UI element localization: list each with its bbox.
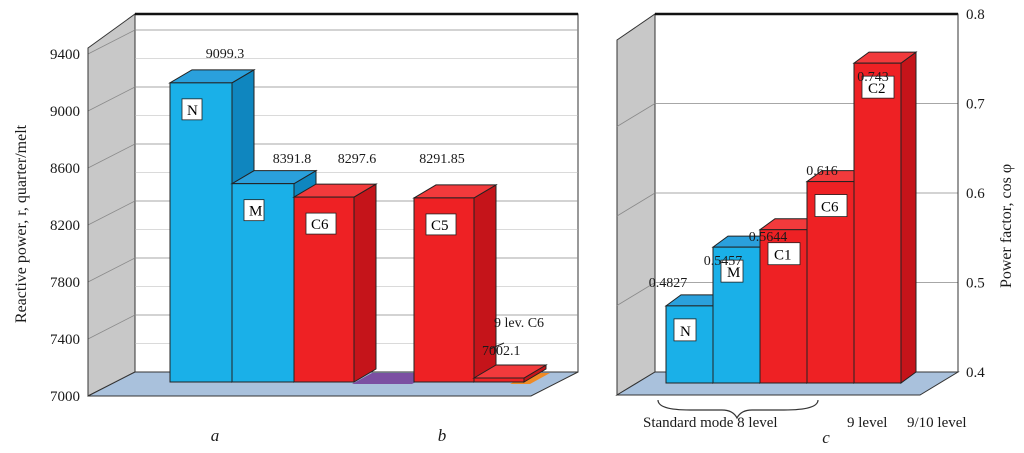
panel-a-label: a bbox=[211, 426, 220, 445]
value-label: 9099.3 bbox=[206, 47, 245, 62]
panel-b-label: b bbox=[438, 426, 447, 445]
right-chart: 0.4 0.5 0.6 0.7 0.8 N 0.4827 M0.5457 C1 0.5644 C6… bbox=[615, 7, 1015, 447]
left-bars: N 9099.3 M 8391.8 C6 8297.6 C5 8291.85 7002.1 bbox=[168, 47, 548, 383]
bar-label-m: M bbox=[727, 265, 740, 281]
left-y-tick-label: 8200 bbox=[50, 218, 80, 234]
bar-label-box bbox=[767, 242, 801, 266]
right-y-tick-label: 0.7 bbox=[966, 97, 985, 113]
bar-label-box bbox=[861, 75, 895, 99]
category-9-10-level: 9/10 level bbox=[907, 415, 967, 431]
left-floor-purple bbox=[352, 373, 432, 384]
left-y-tick-label: 9000 bbox=[50, 104, 80, 120]
value-leader-line bbox=[489, 342, 505, 350]
bar-label-box bbox=[243, 199, 265, 222]
right-gridline-side bbox=[616, 192, 656, 217]
bar-n bbox=[169, 82, 233, 383]
bar-label-n: N bbox=[187, 103, 198, 119]
bar-label-c2: C2 bbox=[868, 81, 886, 97]
annotation-9-lev-c6: 9 lev. C6 bbox=[494, 316, 544, 331]
value-label: 0.5644 bbox=[749, 230, 788, 245]
left-chart: 7000 7400 7800 8200 8600 9000 9400 N 9099.3 M 839… bbox=[13, 12, 579, 445]
right-gridline-side bbox=[616, 103, 656, 127]
left-gridline-side bbox=[87, 314, 136, 340]
bar-label-box bbox=[425, 213, 457, 236]
left-gridline-side bbox=[87, 200, 136, 226]
left-gridline-side bbox=[87, 29, 136, 55]
right-gridline-side bbox=[616, 282, 656, 306]
bar-label-box bbox=[181, 98, 203, 121]
right-y-axis-title: Power factor, cos φ bbox=[998, 164, 1015, 288]
bar-label-c1: C1 bbox=[774, 248, 792, 264]
value-label: 8391.8 bbox=[273, 152, 312, 167]
value-label: 0.743 bbox=[857, 70, 889, 85]
value-label: 8297.6 bbox=[338, 152, 377, 167]
value-label: 0.616 bbox=[806, 164, 838, 179]
right-y-tick-label: 0.4 bbox=[966, 365, 985, 381]
left-y-tick-label: 7400 bbox=[50, 332, 80, 348]
bar-n bbox=[665, 305, 714, 384]
left-y-axis-title: Reactive power, r, quarter/melt bbox=[13, 124, 30, 323]
panel-c-label: c bbox=[822, 428, 830, 447]
left-gridline-side bbox=[87, 257, 136, 283]
left-y-tick-label: 7800 bbox=[50, 275, 80, 291]
bar-side-c6 bbox=[353, 183, 377, 383]
category-standard-mode: Standard mode 8 level bbox=[643, 415, 778, 431]
value-label: 0.4827 bbox=[649, 276, 688, 291]
value-label: 0.5457 bbox=[704, 254, 743, 269]
bar-label-box bbox=[305, 212, 337, 235]
bar-label-c6: C6 bbox=[311, 217, 329, 233]
left-y-tick-label: 8600 bbox=[50, 161, 80, 177]
left-gridline-side bbox=[87, 86, 136, 112]
bar-c6-9lev bbox=[473, 377, 525, 383]
bar-label-c5: C5 bbox=[431, 218, 449, 234]
bar-label-n: N bbox=[680, 324, 691, 340]
category-9-level: 9 level bbox=[847, 415, 887, 431]
bar-side-c2 bbox=[900, 51, 917, 384]
right-y-ticks: 0.4 0.5 0.6 0.7 0.8 bbox=[966, 7, 985, 381]
right-y-tick-label: 0.5 bbox=[966, 276, 985, 292]
right-y-tick-label: 0.8 bbox=[966, 7, 985, 23]
bar-c2 bbox=[853, 62, 902, 384]
value-label: 7002.1 bbox=[482, 344, 521, 359]
bar-label-c6: C6 bbox=[821, 200, 839, 216]
bar-label-box bbox=[814, 194, 848, 217]
bar-label-box bbox=[673, 318, 697, 342]
value-label: 8291.85 bbox=[419, 152, 465, 167]
left-y-tick-label: 9400 bbox=[50, 47, 80, 63]
bar-label-m: M bbox=[249, 204, 262, 220]
left-gridline-side bbox=[87, 143, 136, 169]
standard-mode-brace bbox=[657, 399, 819, 420]
left-y-ticks: 7000 7400 7800 8200 8600 9000 9400 bbox=[50, 47, 80, 405]
bar-label-box bbox=[720, 259, 744, 283]
right-bars: N 0.4827 M0.5457 C1 0.5644 C6 0.616 C20.743 bbox=[649, 51, 918, 384]
left-y-tick-label: 7000 bbox=[50, 389, 80, 405]
right-y-tick-label: 0.6 bbox=[966, 186, 985, 202]
